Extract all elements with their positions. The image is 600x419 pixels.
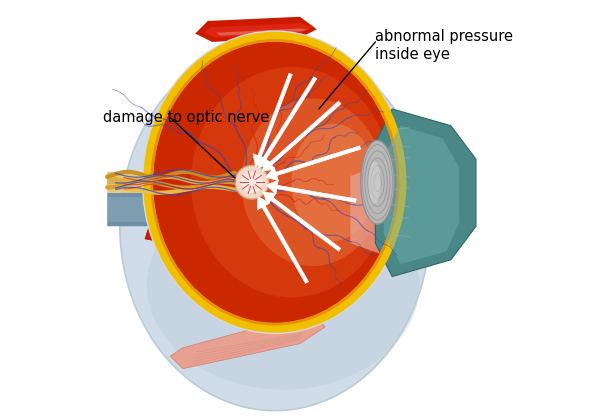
Polygon shape [107, 172, 224, 193]
Polygon shape [145, 151, 317, 243]
Polygon shape [203, 23, 313, 38]
Polygon shape [170, 310, 325, 369]
Ellipse shape [292, 124, 376, 241]
Polygon shape [107, 197, 233, 222]
Ellipse shape [166, 98, 334, 287]
Polygon shape [195, 17, 317, 42]
Ellipse shape [361, 140, 394, 224]
Polygon shape [154, 157, 300, 224]
Polygon shape [350, 159, 426, 260]
Ellipse shape [147, 180, 419, 390]
Ellipse shape [368, 161, 381, 203]
Polygon shape [376, 109, 476, 277]
Circle shape [235, 166, 269, 199]
Ellipse shape [151, 40, 398, 325]
Ellipse shape [241, 98, 384, 266]
Ellipse shape [120, 42, 430, 411]
Polygon shape [107, 178, 220, 184]
Polygon shape [107, 193, 237, 226]
Text: damage to optic nerve: damage to optic nerve [103, 110, 269, 125]
Polygon shape [162, 161, 296, 223]
Ellipse shape [191, 67, 392, 297]
Polygon shape [216, 28, 308, 36]
Polygon shape [384, 126, 459, 264]
Circle shape [241, 171, 263, 193]
Text: abnormal pressure
inside eye: abnormal pressure inside eye [376, 29, 514, 62]
